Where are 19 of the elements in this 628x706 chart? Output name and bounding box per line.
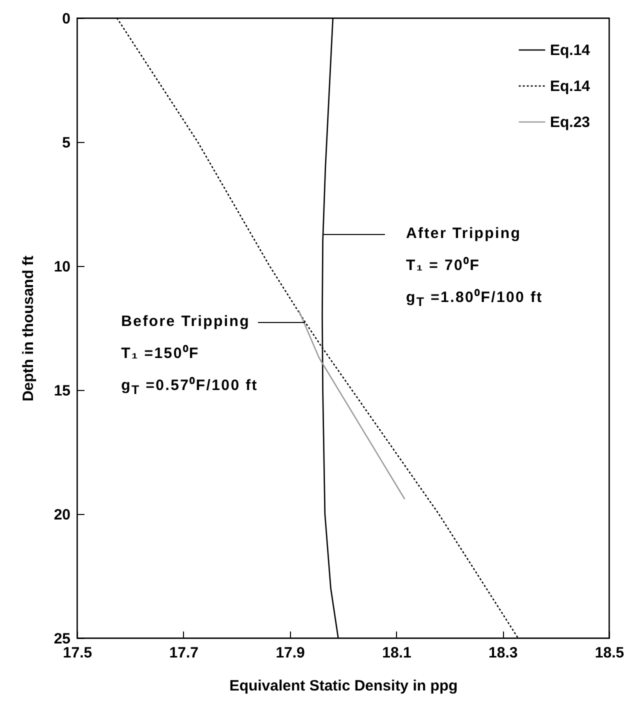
x-axis-title: Equivalent Static Density in ppg (229, 678, 458, 694)
y-tick-label: 5 (62, 134, 70, 152)
y-axis-title: Depth in thousand ft (20, 256, 37, 402)
legend-label: Eq.14 (550, 42, 591, 59)
y-tick-label: 25 (54, 630, 70, 648)
x-tick-label: 18.5 (594, 644, 624, 662)
legend-label: Eq.23 (550, 114, 590, 131)
x-tick-label: 17.9 (276, 644, 305, 662)
annotation: After Tripping T₁ = 70⁰F g$_{T}$ =1.80⁰F/100 ft (406, 224, 543, 311)
x-tick-label: 18.3 (488, 644, 518, 662)
x-tick-label: 18.1 (382, 644, 412, 662)
y-tick-label: 10 (54, 258, 70, 276)
y-tick-label: 20 (54, 506, 70, 524)
y-tick-label: 15 (54, 382, 70, 400)
x-tick-label: 17.7 (169, 644, 198, 662)
x-tick-label: 17.5 (62, 644, 92, 662)
y-tick-label: 0 (62, 10, 70, 28)
legend-label: Eq.14 (550, 78, 591, 95)
annotation: Before Tripping T₁ =150⁰F g$_{T}$ =0.57⁰F/100 ft (121, 312, 258, 399)
